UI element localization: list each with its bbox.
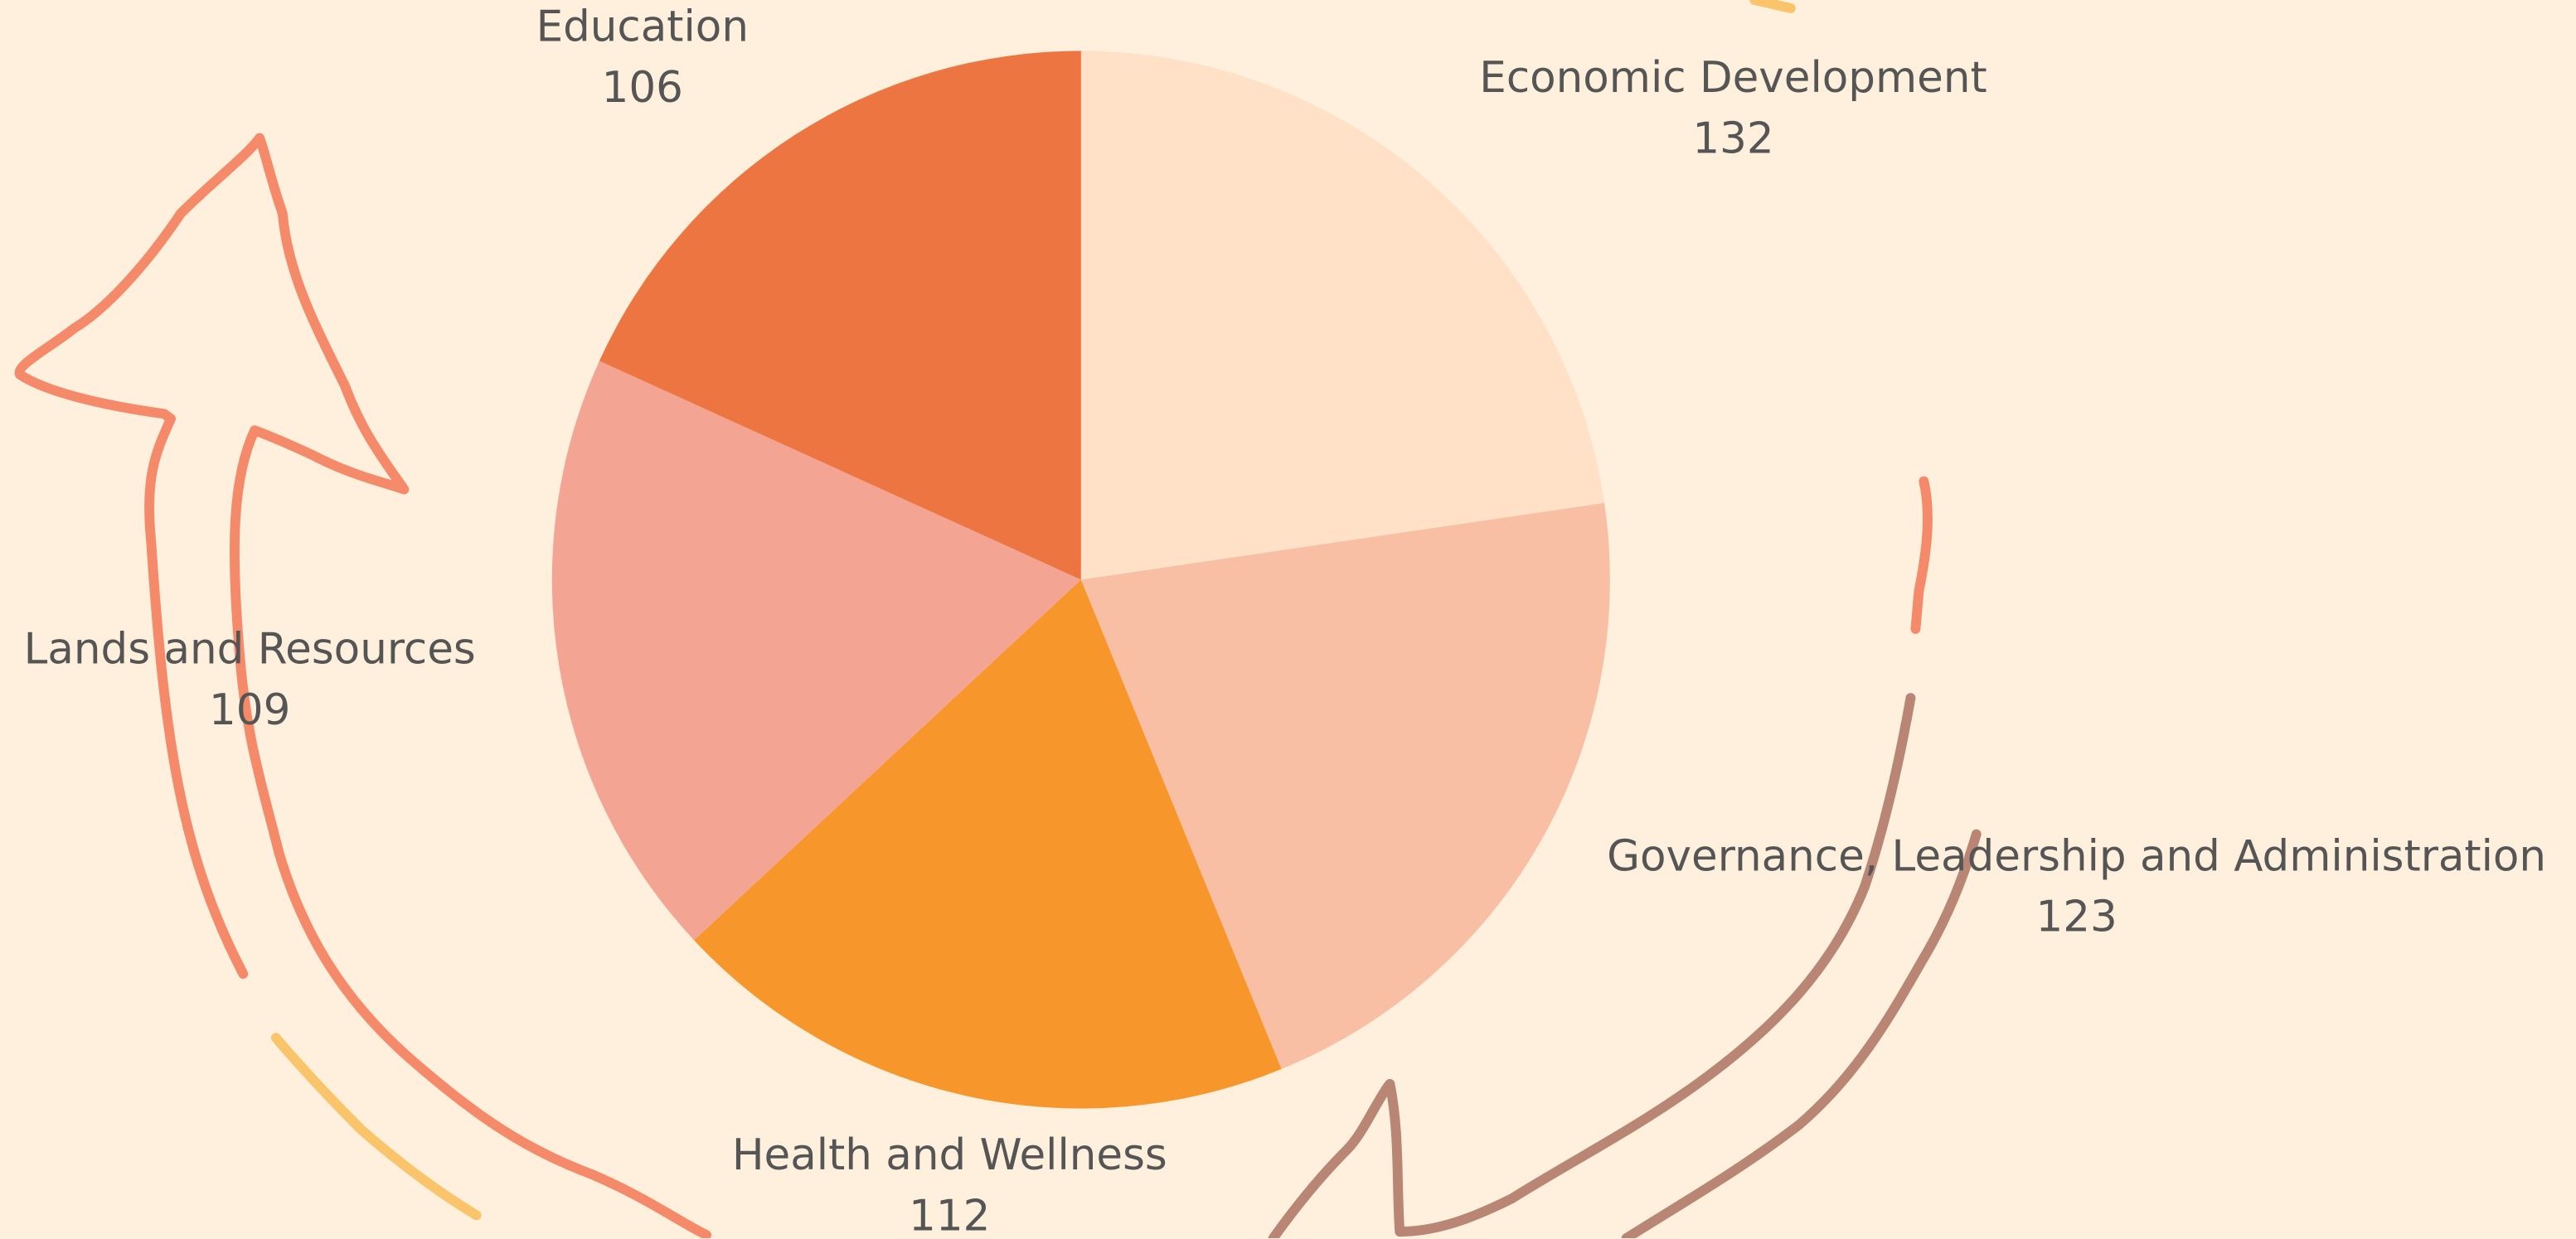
page: {"chart_data": {"type": "pie", "categori… [0, 0, 2576, 1238]
slice-label: Health and Wellness [732, 1130, 1167, 1180]
slice-label: Economic Development [1479, 53, 1987, 103]
slice-value: 123 [2035, 893, 2117, 942]
slice-label: Governance, Leadership and Administratio… [1607, 831, 2546, 881]
slice-label: Lands and Resources [24, 625, 476, 675]
slice-label: Education [536, 2, 749, 52]
pie [552, 51, 1610, 1108]
slice-value: 106 [602, 63, 683, 113]
slice-value: 109 [209, 685, 290, 735]
slice-value: 112 [909, 1191, 990, 1238]
chart: Economic Development 132 Governance, Leade… [0, 0, 2576, 1238]
slice-value: 132 [1692, 114, 1773, 163]
